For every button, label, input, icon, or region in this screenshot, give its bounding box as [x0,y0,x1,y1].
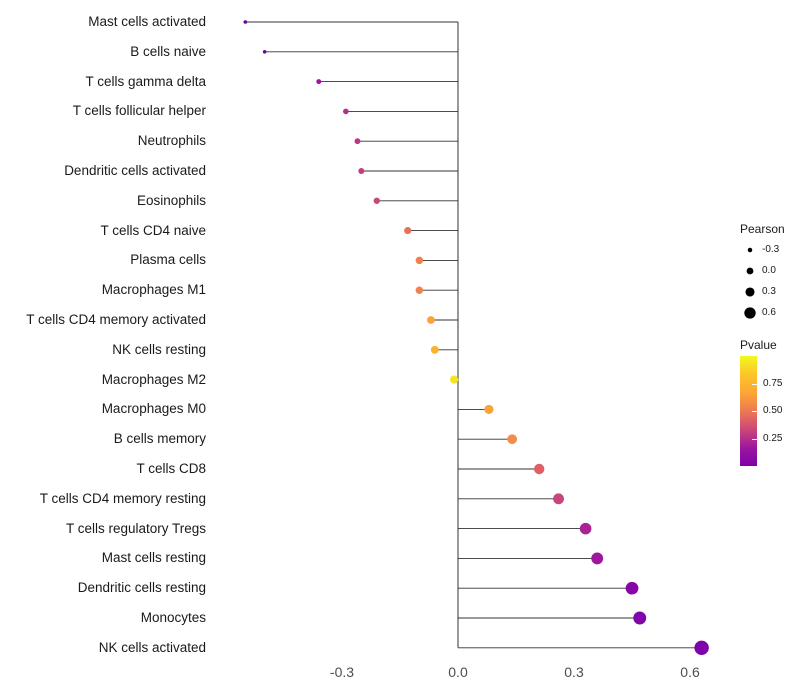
y-axis-label: T cells CD8 [136,461,206,476]
lollipop-point [243,20,248,24]
y-axis-label: Neutrophils [137,133,206,149]
y-axis-label: T cells gamma delta [85,73,206,89]
y-axis-label: Monocytes [140,610,206,625]
lollipop-point [316,79,322,85]
legend-title-pvalue: Pvalue [740,338,777,352]
x-axis-tick-label: 0.3 [564,664,584,680]
y-axis-label: Macrophages M1 [101,282,206,298]
lollipop-point [533,463,545,475]
lollipop-point [579,522,592,535]
legend-size-dot [744,307,756,319]
y-axis-label: Macrophages M2 [101,371,206,387]
lollipop-point [553,493,564,505]
lollipop-point [415,286,424,294]
lollipop-point [373,197,380,204]
lollipop-point [415,256,424,265]
legend-size-label: -0.3 [762,244,780,255]
pvalue-tick-mark [752,383,757,385]
lollipop-point [430,345,439,354]
y-axis-label: Dendritic cells activated [64,163,206,178]
lollipop-point [358,168,365,174]
legend-size-dot [745,287,755,297]
legend-size-dot [747,247,753,253]
x-axis-tick-label: -0.3 [329,664,355,680]
legend-size-label: 0.0 [762,265,776,276]
lollipop-point [507,434,518,445]
lollipop-point [404,227,412,235]
lollipop-point [262,50,267,54]
y-axis-label: Plasma cells [130,252,206,268]
pvalue-tick-label: 0.75 [763,377,783,389]
y-axis-label: Mast cells resting [101,550,206,566]
pvalue-tick-mark [752,438,757,440]
legend-size-label: 0.3 [762,286,776,297]
lollipop-point [343,108,349,115]
size-legend [744,247,756,319]
y-axis-label: Eosinophils [136,192,206,208]
pvalue-tick-mark [752,411,757,412]
lollipop-point [694,640,709,656]
y-axis-label: NK cells activated [98,639,206,655]
y-axis-label: B cells memory [113,431,206,447]
legend-title-pearson: Pearson [740,222,785,236]
pvalue-tick-label: 0.50 [763,405,783,416]
y-axis-label: B cells naive [130,43,206,59]
y-axis-label: NK cells resting [112,341,206,357]
lollipop-point [591,552,604,565]
y-axis-label: Dendritic cells resting [77,580,206,596]
lollipop-point [354,138,361,145]
lollipop-point [427,316,435,324]
lollipop-point [625,581,639,595]
plot-area [243,20,709,656]
x-axis-tick-label: 0.0 [448,664,468,680]
y-axis-label: T cells CD4 memory activated [26,312,206,327]
y-axis-label: T cells CD4 naive [100,222,206,238]
y-axis-label: T cells CD4 memory resting [39,490,206,506]
legend-size-dot [746,267,754,275]
lollipop-point [633,611,647,625]
pvalue-tick-label: 0.25 [763,432,783,444]
y-axis-label: T cells follicular helper [72,103,206,119]
y-axis-label: Mast cells activated [88,14,206,29]
x-axis-tick-label: 0.6 [680,664,700,680]
lollipop-point [449,375,459,384]
legend-size-label: 0.6 [762,307,776,318]
y-axis-label: T cells regulatory Tregs [65,520,206,536]
lollipop-point [484,404,494,414]
y-axis-label: Macrophages M0 [101,401,206,417]
